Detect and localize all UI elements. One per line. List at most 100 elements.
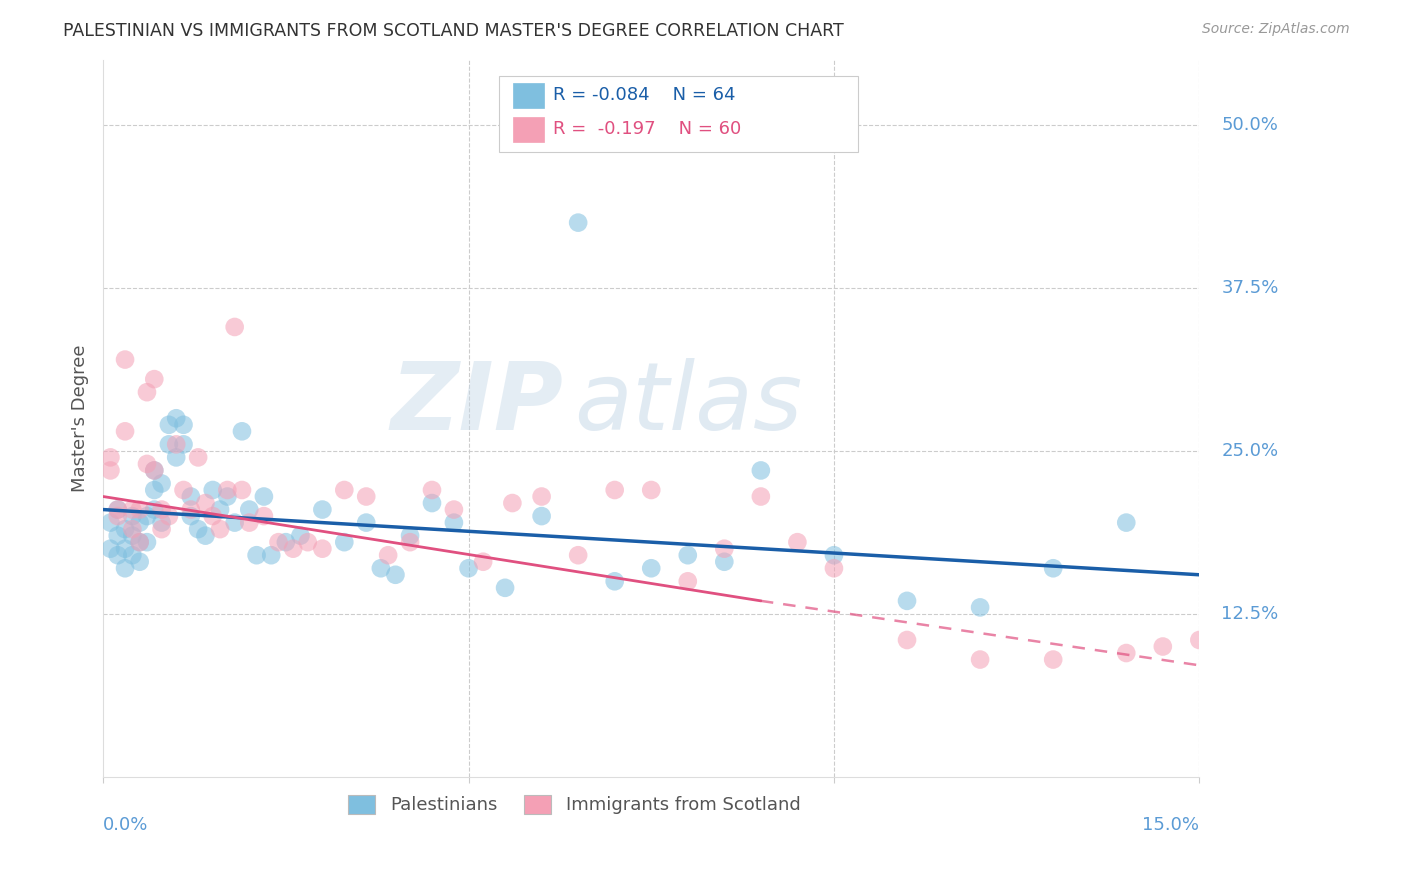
Point (1042, 561, 1064, 575)
Point (823, 548, 845, 562)
Point (297, 535, 319, 549)
Point (253, 509, 276, 524)
Point (713, 555, 735, 569)
Point (274, 535, 297, 549)
Point (114, 541, 136, 556)
Point (786, 535, 808, 549)
Point (231, 425, 253, 439)
Point (150, 476, 173, 491)
Point (165, 450, 187, 465)
Text: R = -0.084    N = 64: R = -0.084 N = 64 (553, 87, 735, 104)
Point (128, 535, 150, 549)
Point (100, 463, 122, 477)
Text: R =  -0.197    N = 60: R = -0.197 N = 60 (553, 120, 741, 138)
Point (187, 522, 209, 536)
Point (238, 516, 260, 530)
Point (121, 548, 143, 562)
Point (370, 561, 392, 575)
Point (896, 594, 918, 608)
Point (150, 516, 173, 530)
Point (136, 385, 159, 400)
Point (311, 541, 333, 556)
Point (143, 502, 166, 516)
Point (173, 437, 195, 451)
Point (969, 600, 991, 615)
Point (420, 483, 443, 497)
Point (969, 652, 991, 666)
Point (143, 483, 166, 497)
Point (114, 522, 136, 536)
Point (128, 502, 150, 516)
Text: PALESTINIAN VS IMMIGRANTS FROM SCOTLAND MASTER'S DEGREE CORRELATION CHART: PALESTINIAN VS IMMIGRANTS FROM SCOTLAND … (63, 22, 844, 40)
Point (217, 490, 239, 504)
Point (472, 555, 495, 569)
Point (201, 483, 224, 497)
Point (1152, 640, 1174, 654)
Point (114, 561, 136, 575)
Point (157, 417, 180, 432)
Point (150, 522, 173, 536)
Point (238, 502, 260, 516)
Point (209, 522, 232, 536)
Point (603, 574, 626, 589)
Point (567, 216, 589, 230)
Point (354, 490, 377, 504)
Text: 25.0%: 25.0% (1222, 442, 1278, 460)
Point (128, 535, 150, 549)
Point (823, 561, 845, 575)
Point (143, 463, 166, 477)
Point (224, 516, 246, 530)
Point (399, 535, 422, 549)
Point (100, 541, 122, 556)
Point (143, 372, 166, 386)
Point (100, 516, 122, 530)
Legend: Palestinians, Immigrants from Scotland: Palestinians, Immigrants from Scotland (342, 788, 808, 822)
Point (1371, 679, 1393, 693)
Point (136, 509, 159, 524)
Text: Source: ZipAtlas.com: Source: ZipAtlas.com (1202, 22, 1350, 37)
Point (399, 529, 422, 543)
Text: 12.5%: 12.5% (1222, 605, 1278, 623)
Point (165, 411, 187, 425)
Point (281, 541, 304, 556)
Point (567, 548, 589, 562)
Point (217, 483, 239, 497)
Point (100, 450, 122, 465)
Point (107, 509, 129, 524)
Point (676, 548, 699, 562)
Text: 0.0%: 0.0% (103, 816, 149, 834)
Point (187, 450, 209, 465)
Point (267, 535, 290, 549)
Point (165, 437, 187, 451)
Point (150, 502, 173, 516)
Point (107, 502, 129, 516)
Point (443, 502, 465, 516)
Point (194, 529, 217, 543)
Point (530, 509, 553, 524)
Point (1115, 646, 1137, 660)
Point (443, 516, 465, 530)
Point (107, 548, 129, 562)
Point (1225, 646, 1247, 660)
Point (749, 490, 772, 504)
Text: 15.0%: 15.0% (1142, 816, 1199, 834)
Point (713, 541, 735, 556)
Point (333, 535, 356, 549)
Point (107, 529, 129, 543)
Point (121, 502, 143, 516)
Point (114, 425, 136, 439)
Point (136, 457, 159, 471)
Point (311, 502, 333, 516)
Point (173, 417, 195, 432)
Point (180, 502, 202, 516)
Point (121, 509, 143, 524)
Point (114, 352, 136, 367)
Point (128, 555, 150, 569)
Point (457, 561, 479, 575)
Point (180, 490, 202, 504)
Point (640, 483, 662, 497)
Point (1115, 516, 1137, 530)
Point (231, 483, 253, 497)
Point (494, 581, 516, 595)
Point (157, 437, 180, 451)
